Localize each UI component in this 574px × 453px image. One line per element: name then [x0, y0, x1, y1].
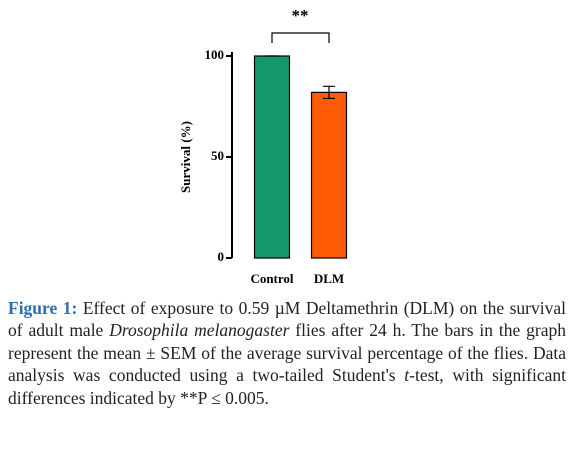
caption-label: Figure 1:	[8, 298, 78, 318]
significance-bracket	[271, 32, 330, 43]
x-tick-label: DLM	[314, 271, 344, 286]
caption-text: Effect of exposure to 0.59 µM Deltamethr…	[8, 298, 566, 341]
y-tick-label: 50	[211, 148, 224, 163]
caption-text: flies after 24 h. The bars in the graph …	[8, 320, 566, 386]
x-tick-label: Control	[250, 271, 293, 286]
error-bar	[323, 85, 335, 100]
significance-label: **	[292, 6, 309, 25]
chart: ** Survival (%) 0 50 100 Control DLM	[178, 6, 348, 286]
caption-text: -test, with significant differences indi…	[8, 365, 566, 408]
bar	[310, 91, 348, 259]
y-tick-label: 100	[205, 47, 225, 62]
caption-text: Drosophila melanogaster	[109, 320, 290, 341]
y-axis-label: Survival (%)	[178, 121, 193, 193]
caption: Figure 1: Effect of exposure to 0.59 µM …	[8, 297, 566, 409]
caption-text: t	[404, 365, 410, 386]
y-tick-label: 0	[218, 249, 225, 264]
bar	[253, 55, 291, 259]
